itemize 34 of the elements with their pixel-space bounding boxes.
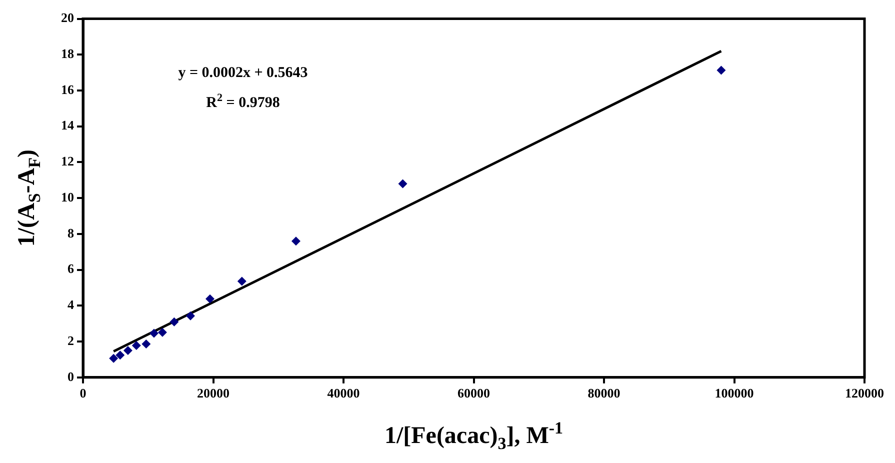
point: [291, 236, 300, 246]
y-tick-label: 12: [61, 154, 74, 169]
y-tick-label: 4: [68, 297, 74, 312]
y-tick-label: 8: [68, 225, 74, 240]
annotation: y = 0.0002x + 0.5643: [178, 64, 308, 81]
x-tick-label: 0: [80, 386, 86, 401]
y-tick-label: 16: [61, 82, 74, 97]
y-tick-label: 2: [68, 332, 74, 348]
point: [142, 340, 151, 349]
point: [158, 328, 167, 337]
x-tick-label: 120000: [845, 386, 884, 401]
y-tick-label: 10: [61, 189, 74, 204]
point: [132, 340, 141, 350]
y-tick-label: 18: [61, 46, 74, 62]
y-tick-label: 14: [61, 118, 74, 133]
y-axis-title: 1/(AS-AF): [14, 150, 44, 247]
y-tick-label: 0: [68, 368, 74, 384]
x-tick-label: 60000: [458, 386, 490, 401]
point: [716, 66, 726, 75]
x-tick-label: 80000: [588, 386, 620, 401]
point: [116, 350, 125, 360]
point: [398, 179, 408, 188]
y-tick-label: 6: [68, 261, 74, 276]
point: [109, 354, 118, 363]
point: [170, 317, 179, 326]
point: [237, 276, 246, 286]
y-tick-label: 20: [61, 10, 74, 26]
x-tick-label: 100000: [714, 386, 754, 401]
point: [149, 328, 158, 338]
x-tick-label: 40000: [327, 386, 360, 401]
point: [205, 294, 214, 304]
point: [186, 311, 195, 320]
x-tick-label: 20000: [197, 386, 230, 401]
point: [123, 346, 132, 356]
